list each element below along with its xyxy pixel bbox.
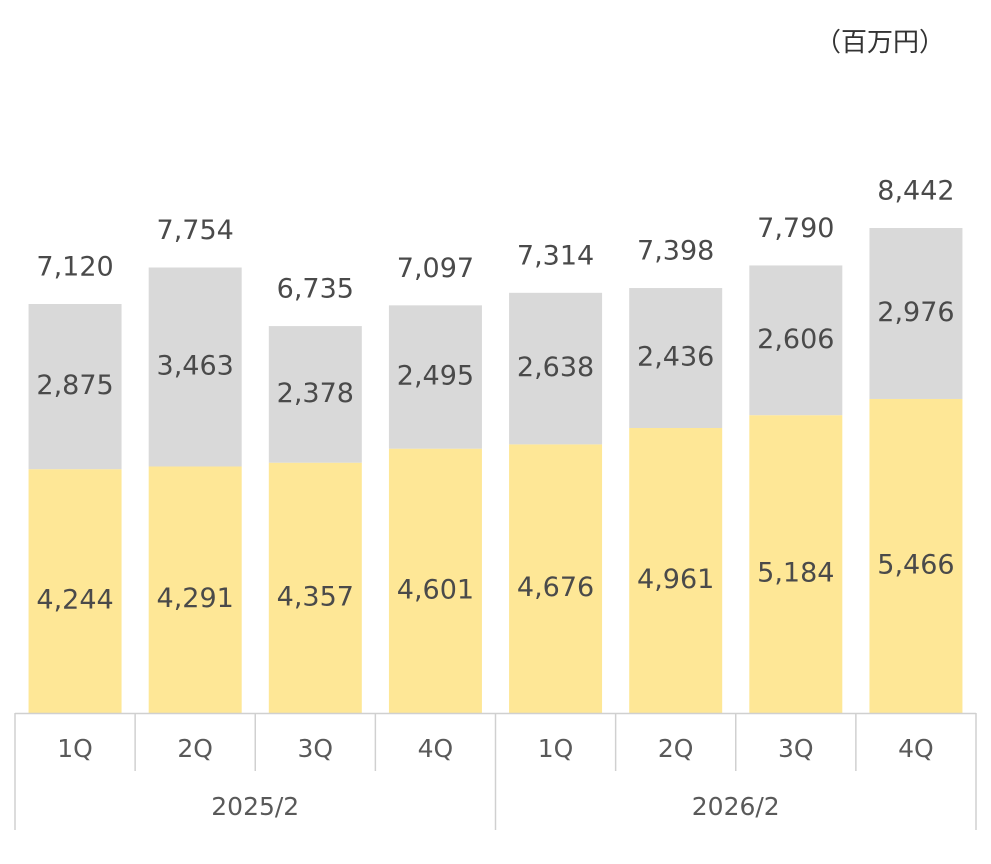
top-value-label: 2,436 (637, 342, 714, 373)
bar-bottom-segment (28, 469, 122, 713)
bar-bottom-segment (509, 444, 603, 713)
bottom-value-label: 4,961 (637, 564, 714, 595)
top-value-label: 2,875 (36, 370, 113, 401)
category-label: 1Q (57, 734, 93, 763)
top-value-label: 2,976 (877, 297, 954, 328)
bar-bottom-segment (388, 448, 482, 713)
total-value-label: 7,097 (397, 253, 474, 284)
total-value-label: 7,790 (757, 213, 834, 244)
bar-bottom-segment (148, 466, 242, 713)
bar-top-segment (629, 288, 723, 428)
bar-top-segment (869, 228, 963, 399)
bar-top-segment (509, 292, 603, 445)
top-value-label: 3,463 (157, 351, 234, 382)
group-label: 2025/2 (211, 792, 299, 821)
top-value-label: 2,606 (757, 324, 834, 355)
bar-bottom-segment (629, 427, 723, 713)
bar-top-segment (148, 267, 242, 467)
bar-top-segment (388, 305, 482, 449)
bar-top-segment (268, 326, 362, 463)
bottom-value-label: 5,466 (877, 549, 954, 580)
bottom-value-label: 4,357 (277, 581, 354, 612)
bar-bottom-segment (268, 462, 362, 713)
bars-layer (28, 228, 963, 713)
bar-top-segment (749, 265, 843, 416)
bottom-value-label: 5,184 (757, 558, 834, 589)
top-value-label: 2,495 (397, 360, 474, 391)
bottom-value-label: 4,601 (397, 574, 474, 605)
category-label: 3Q (778, 734, 814, 763)
category-label: 2Q (177, 734, 213, 763)
unit-label: （百万円） (814, 28, 945, 58)
bar-bottom-segment (749, 415, 843, 713)
category-label: 4Q (898, 734, 934, 763)
category-label: 1Q (538, 734, 574, 763)
group-label: 2026/2 (692, 792, 780, 821)
bottom-value-label: 4,244 (36, 585, 113, 616)
category-label: 4Q (418, 734, 454, 763)
category-label: 2Q (658, 734, 694, 763)
total-value-label: 7,754 (157, 215, 234, 246)
category-axis: 1Q 2Q 3Q 4Q 1Q 2Q 3Q 4Q 2025/2 2026/2 (14, 712, 977, 830)
category-label: 3Q (298, 734, 334, 763)
total-value-label: 7,398 (637, 236, 714, 267)
bar-top-segment (28, 304, 122, 470)
bottom-value-label: 4,676 (517, 572, 594, 603)
top-value-label: 2,378 (277, 378, 354, 409)
total-value-label: 6,735 (277, 274, 354, 305)
top-value-label: 2,638 (517, 352, 594, 383)
bar-bottom-segment (869, 398, 963, 713)
total-value-label: 7,120 (36, 252, 113, 283)
bottom-value-label: 4,291 (157, 583, 234, 614)
labels-layer: 4,244 2,875 7,120 4,291 3,463 7,754 4,357 2,378… (36, 176, 954, 616)
total-value-label: 8,442 (877, 176, 954, 207)
total-value-label: 7,314 (517, 240, 594, 271)
